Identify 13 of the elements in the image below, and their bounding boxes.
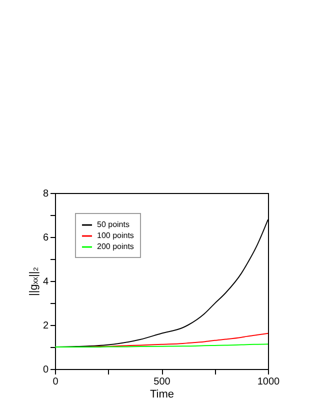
legend-label: 100 points xyxy=(97,231,134,240)
legend-label: 200 points xyxy=(97,242,134,251)
y-tick-label: 0 xyxy=(42,364,49,376)
y-axis-title: ||gₓₓ||₂ xyxy=(28,266,40,296)
x-axis-title: Time xyxy=(150,388,174,400)
y-tick-label: 8 xyxy=(42,188,49,200)
x-tick-label: 1000 xyxy=(257,376,280,388)
x-tick-label: 500 xyxy=(154,376,171,388)
y-tick-label: 2 xyxy=(42,320,49,332)
legend-label: 50 points xyxy=(97,220,130,229)
y-tick-label: 6 xyxy=(42,232,49,244)
y-tick-label: 4 xyxy=(42,276,49,288)
x-tick-label: 0 xyxy=(52,376,59,388)
